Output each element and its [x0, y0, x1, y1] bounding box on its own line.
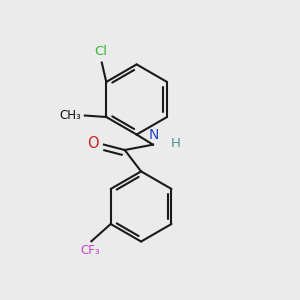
Text: N: N — [148, 128, 159, 142]
Text: Cl: Cl — [94, 46, 107, 59]
Text: CF₃: CF₃ — [80, 244, 100, 257]
Text: H: H — [171, 137, 181, 150]
Text: O: O — [87, 136, 99, 151]
Text: CH₃: CH₃ — [59, 109, 81, 122]
